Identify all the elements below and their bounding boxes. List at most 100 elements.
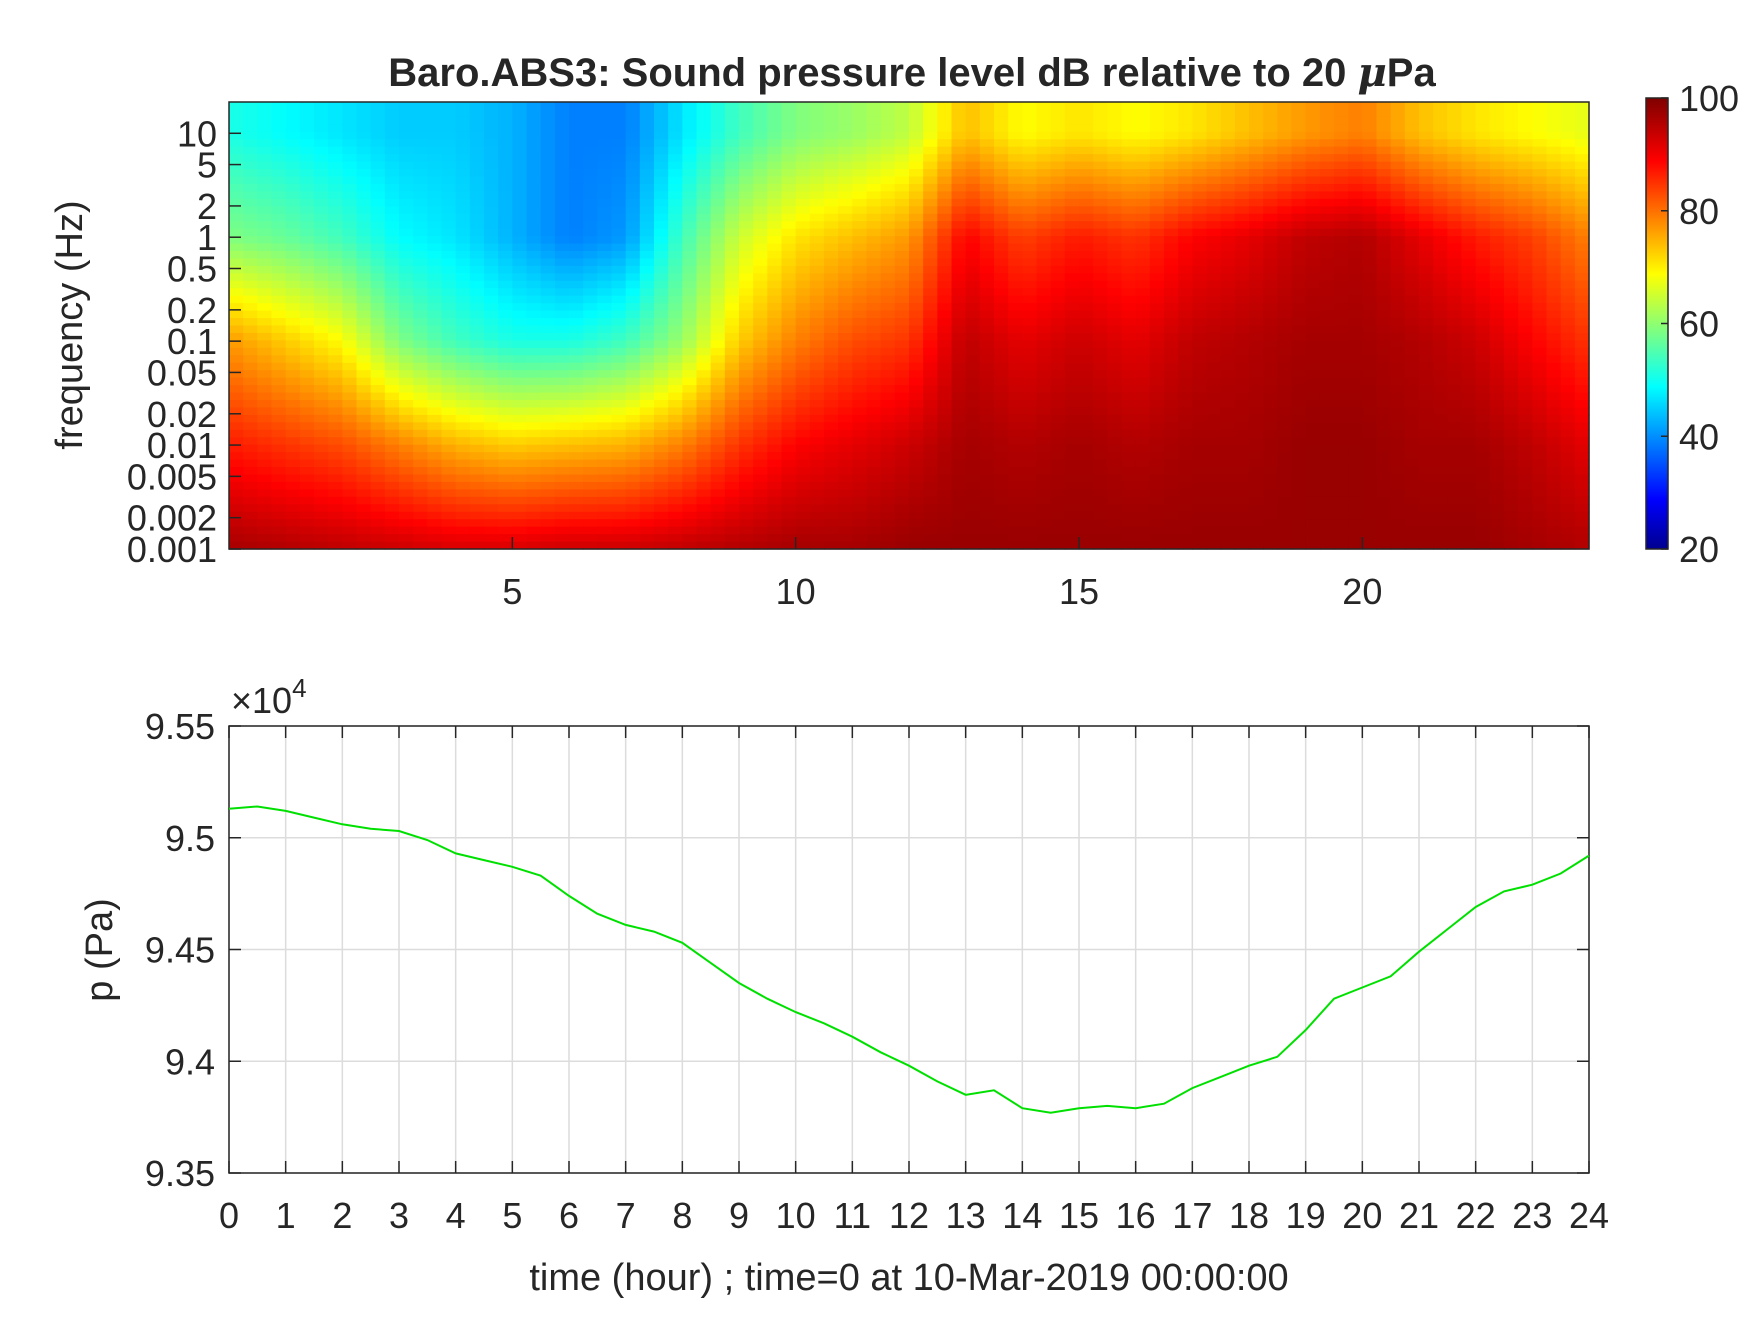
heatmap-cell	[1207, 102, 1222, 110]
heatmap-cell	[1334, 206, 1349, 214]
heatmap-cell	[852, 154, 867, 162]
heatmap-cell	[668, 139, 683, 147]
heatmap-cell	[1008, 385, 1023, 393]
heatmap-cell	[1192, 102, 1207, 110]
heatmap-cell	[1405, 147, 1420, 155]
heatmap-cell	[456, 318, 471, 326]
heatmap-cell	[1221, 296, 1236, 304]
heatmap-cell	[1447, 363, 1462, 371]
heatmap-cell	[782, 340, 797, 348]
heatmap-cell	[229, 154, 244, 162]
heatmap-cell	[229, 206, 244, 214]
heatmap-cell	[952, 385, 967, 393]
heatmap-cell	[1334, 467, 1349, 475]
heatmap-cell	[243, 311, 258, 319]
heatmap-cell	[753, 154, 768, 162]
heatmap-cell	[314, 132, 329, 140]
heatmap-cell	[371, 475, 386, 483]
heatmap-cell	[1079, 370, 1094, 378]
heatmap-cell	[1122, 348, 1137, 356]
heatmap-cell	[1433, 475, 1448, 483]
heatmap-cell	[357, 385, 372, 393]
heatmap-cell	[994, 333, 1009, 341]
heatmap-cell	[654, 437, 669, 445]
heatmap-cell	[1561, 184, 1576, 192]
heatmap-cell	[456, 258, 471, 266]
heatmap-cell	[810, 281, 825, 289]
heatmap-cell	[243, 437, 258, 445]
heatmap-cell	[782, 415, 797, 423]
heatmap-cell	[1136, 147, 1151, 155]
heatmap-cell	[1462, 340, 1477, 348]
heatmap-cell	[753, 132, 768, 140]
heatmap-cell	[1348, 385, 1363, 393]
heatmap-cell	[923, 348, 938, 356]
heatmap-cell	[895, 266, 910, 274]
heatmap-cell	[498, 229, 513, 237]
heatmap-cell	[243, 348, 258, 356]
heatmap-cell	[314, 452, 329, 460]
heatmap-cell	[895, 117, 910, 125]
heatmap-cell	[753, 460, 768, 468]
heatmap-cell	[357, 169, 372, 177]
heatmap-cell	[555, 154, 570, 162]
heatmap-cell	[1263, 244, 1278, 252]
heatmap-cell	[994, 273, 1009, 281]
heatmap-cell	[470, 266, 485, 274]
heatmap-cell	[668, 109, 683, 117]
heatmap-cell	[767, 288, 782, 296]
heatmap-cell	[1277, 102, 1292, 110]
heatmap-cell	[966, 430, 981, 438]
heatmap-cell	[1022, 273, 1037, 281]
heatmap-cell	[342, 206, 357, 214]
heatmap-cell	[824, 437, 839, 445]
heatmap-cell	[484, 415, 499, 423]
heatmap-cell	[1079, 221, 1094, 229]
heatmap-cell	[498, 281, 513, 289]
heatmap-cell	[555, 258, 570, 266]
heatmap-cell	[1065, 258, 1080, 266]
heatmap-cell	[328, 378, 343, 386]
heatmap-cell	[697, 333, 712, 341]
heatmap-cell	[1405, 482, 1420, 490]
heatmap-cell	[937, 162, 952, 170]
heatmap-cell	[357, 281, 372, 289]
heatmap-cell	[952, 460, 967, 468]
heatmap-cell	[739, 475, 754, 483]
heatmap-cell	[484, 236, 499, 244]
heatmap-cell	[1462, 385, 1477, 393]
heatmap-cell	[867, 258, 882, 266]
heatmap-cell	[597, 452, 612, 460]
heatmap-cell	[867, 139, 882, 147]
heatmap-cell	[1107, 177, 1122, 185]
heatmap-cell	[612, 273, 627, 281]
heatmap-cell	[881, 117, 896, 125]
heatmap-cell	[357, 311, 372, 319]
heatmap-cell	[640, 117, 655, 125]
heatmap-cell	[796, 296, 811, 304]
heatmap-cell	[1377, 452, 1392, 460]
heatmap-cell	[966, 154, 981, 162]
heatmap-cell	[1065, 296, 1080, 304]
heatmap-cell	[1490, 102, 1505, 110]
heatmap-cell	[1178, 169, 1193, 177]
heatmap-cell	[867, 415, 882, 423]
heatmap-cell	[612, 124, 627, 132]
heatmap-cell	[1235, 370, 1250, 378]
heatmap-cell	[342, 273, 357, 281]
heatmap-cell	[1362, 206, 1377, 214]
heatmap-cell	[1192, 288, 1207, 296]
heatmap-cell	[1518, 206, 1533, 214]
heatmap-cell	[1192, 273, 1207, 281]
heatmap-cell	[385, 311, 400, 319]
heatmap-cell	[597, 214, 612, 222]
heatmap-cell	[1178, 221, 1193, 229]
heatmap-cell	[767, 169, 782, 177]
heatmap-cell	[286, 422, 301, 430]
heatmap-cell	[1490, 430, 1505, 438]
heatmap-cell	[923, 162, 938, 170]
heatmap-cell	[640, 393, 655, 401]
heatmap-cell	[399, 288, 414, 296]
heatmap-cell	[243, 236, 258, 244]
heatmap-cell	[1192, 251, 1207, 259]
